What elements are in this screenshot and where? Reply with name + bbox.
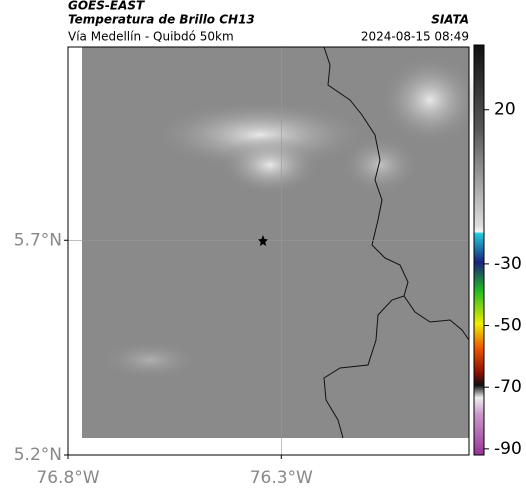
cloud [100,340,200,380]
lat-tick-label: 5.7°N [14,230,62,250]
boundary [403,295,470,341]
colorbar-tick-label: -30 [494,254,522,274]
boundary [323,46,409,439]
lat-tick-label: 5.2°N [14,445,62,465]
map-frame [67,46,470,456]
colorbar-tick-label: -90 [494,439,522,459]
title: Temperatura de Brillo CH13 [68,13,255,27]
map-panel [67,46,480,456]
institution: SIATA [431,13,469,27]
colorbar-tick-label: 20 [494,100,516,120]
colorbar-tick-label: -50 [494,316,522,336]
lon-tick-label: 76.3°W [250,468,313,488]
colorbar [473,44,485,456]
source: GOES-EAST [68,0,145,13]
subtitle: Vía Medellín - Quibdó 50km [68,30,234,44]
colorbar-tick-label: -70 [494,377,522,397]
cloud [220,135,320,195]
cloud [380,55,480,145]
lon-tick-label: 76.8°W [36,468,99,488]
cloud [340,135,420,195]
timestamp: 2024-08-15 08:49 [361,30,469,44]
location-marker [258,235,268,246]
